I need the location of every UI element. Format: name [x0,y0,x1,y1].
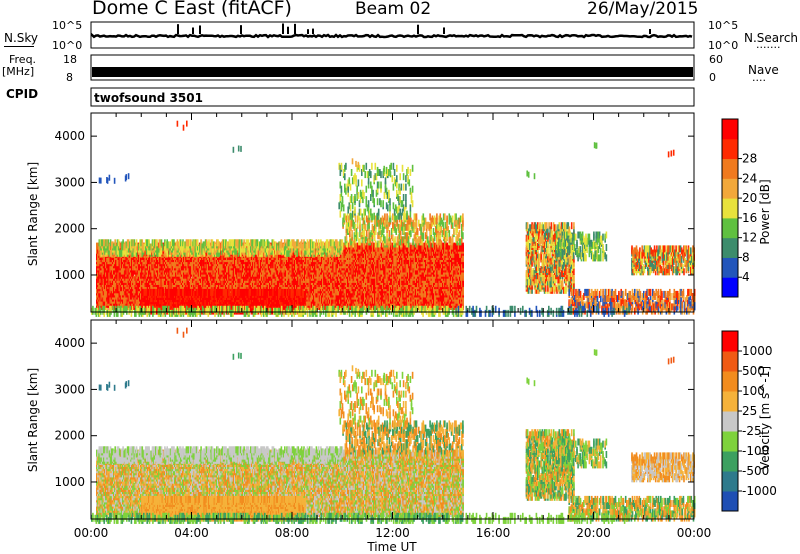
nsearch-tick-top: 10^5 [708,19,738,32]
nsky-tick-top: 10^5 [52,19,82,32]
freq-tick-bottom: 8 [66,71,73,84]
freq-band [92,67,693,77]
nave-tick-bottom: 0 [709,71,716,84]
nsky-trace [92,24,692,37]
cpid-value: twofsound 3501 [94,91,203,105]
freq-tick-top: 18 [63,53,77,66]
freq-panel: 18 8 60 0 [63,53,723,84]
nsky-line [92,35,692,37]
cpid-panel: twofsound 3501 [91,88,694,106]
nave-tick-top: 60 [709,53,723,66]
nsearch-tick-bottom: 10^0 [708,39,738,52]
plot-canvas: 10^5 10^0 10^5 10^0 18 8 60 0 twofsound … [0,0,800,554]
nsky-panel: 10^5 10^0 10^5 10^0 [52,19,738,52]
nsky-tick-bottom: 10^0 [52,39,82,52]
